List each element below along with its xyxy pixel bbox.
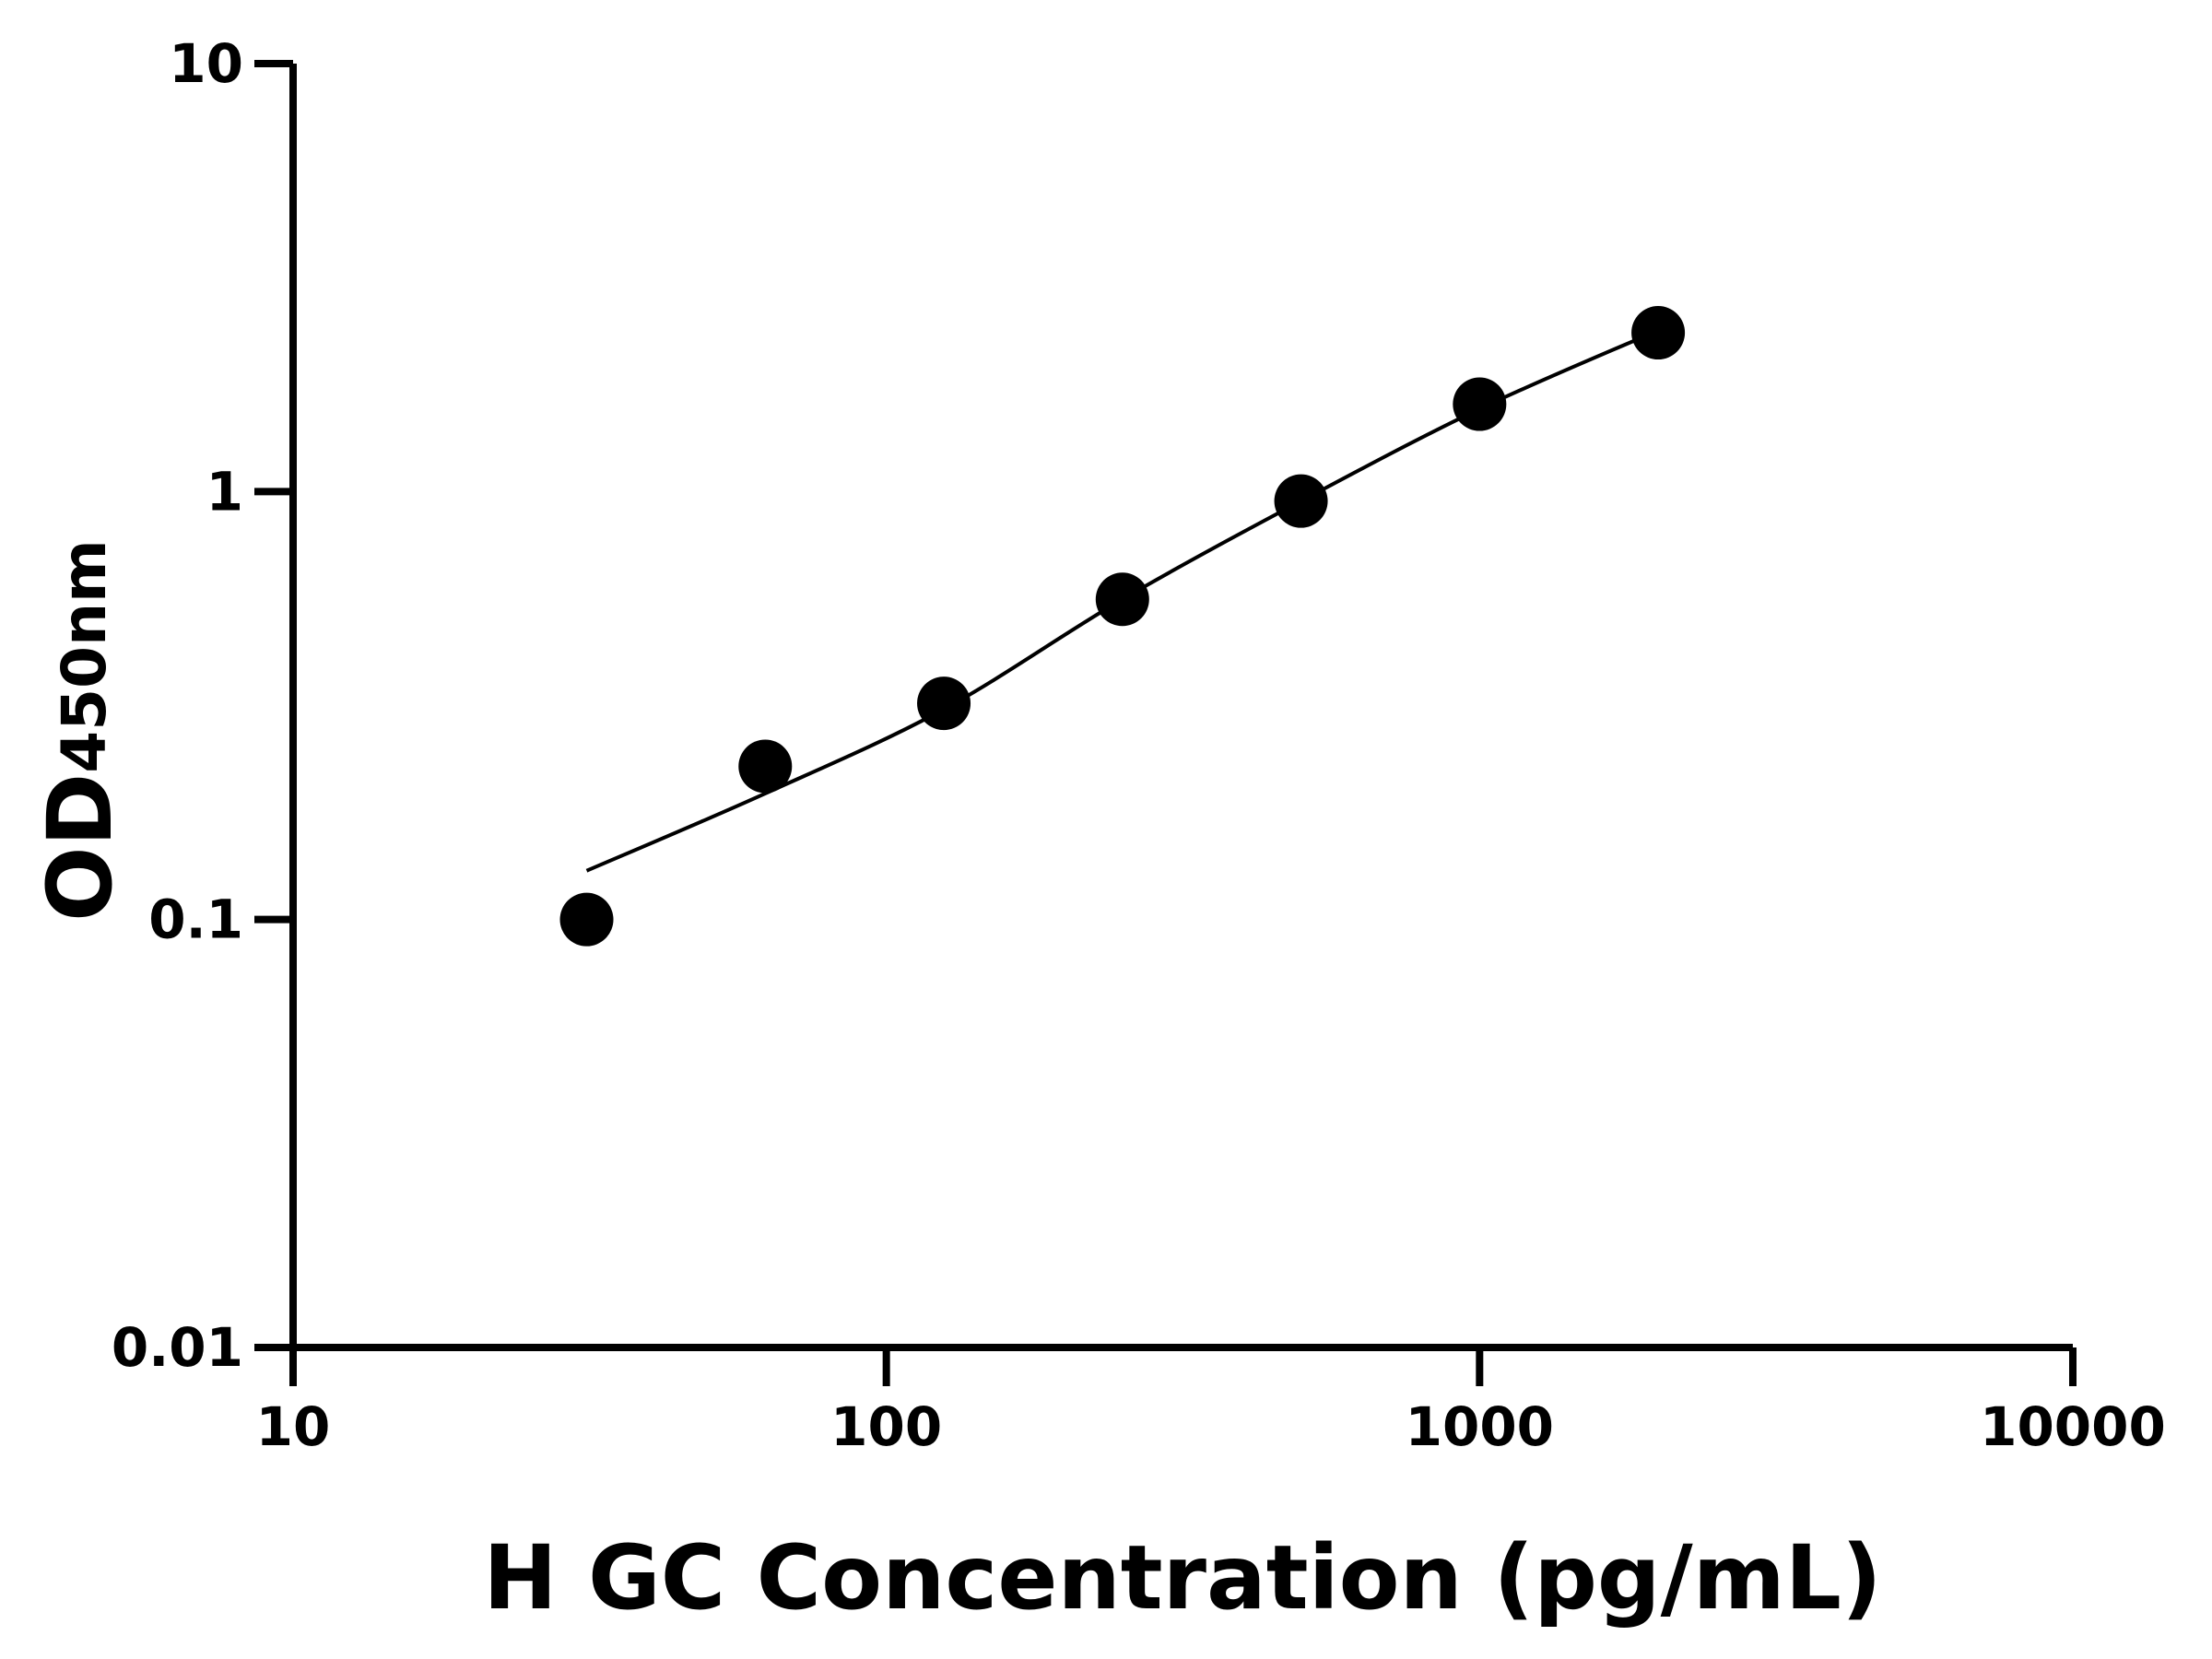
y-axis-label-main: OD xyxy=(29,773,132,922)
axes xyxy=(254,60,2077,1386)
y-axis-label: OD450nm xyxy=(29,539,132,922)
data-point xyxy=(738,739,793,794)
data-point xyxy=(1453,377,1507,431)
data-point xyxy=(1095,572,1149,627)
data-points xyxy=(559,306,1686,947)
x-tick-label: 10 xyxy=(256,1395,331,1458)
y-tick-label: 0.1 xyxy=(148,888,243,951)
data-point xyxy=(917,677,971,731)
tick-labels: 0.01 0.1 1 10 10 100 1000 10000 xyxy=(112,32,2166,1458)
data-point xyxy=(559,892,614,947)
y-tick-label: 10 xyxy=(169,32,243,95)
y-axis-label-sub: 450nm xyxy=(49,539,120,773)
y-tick-label: 1 xyxy=(206,460,243,523)
y-tick-label: 0.01 xyxy=(112,1316,243,1379)
data-point xyxy=(1274,474,1328,528)
x-tick-label: 1000 xyxy=(1406,1395,1554,1458)
x-axis-label: H GC Concentration (pg/mL) xyxy=(483,1526,1882,1630)
x-tick-label: 10000 xyxy=(1980,1395,2166,1458)
x-tick-label: 100 xyxy=(830,1395,942,1458)
data-point xyxy=(1631,306,1686,360)
